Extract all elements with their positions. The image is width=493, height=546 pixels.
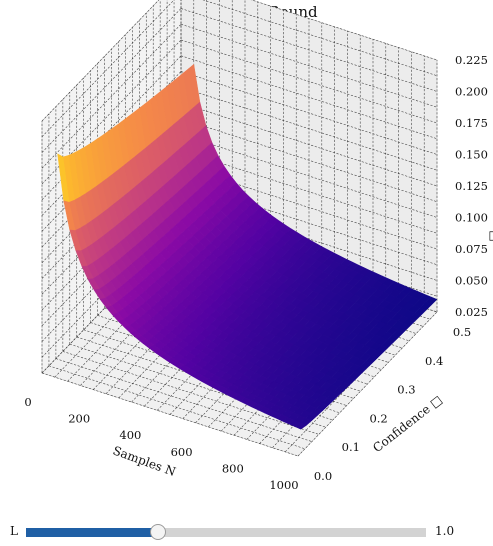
slider-value: 1.0 bbox=[435, 524, 455, 538]
y-tick-label: 0.0 bbox=[314, 469, 332, 483]
grid-back-z bbox=[180, 71, 438, 155]
y-tick-label: 0.5 bbox=[453, 325, 471, 339]
axis-ticks: 0 200 400 600 800 1000 0.0 0.1 0.2 0.3 0.4 0.5 0.025… bbox=[24, 53, 488, 492]
x-tick-label: 1000 bbox=[269, 478, 298, 492]
grid-back-z bbox=[180, 23, 438, 108]
y-tick-label: 0.2 bbox=[369, 411, 387, 425]
y-tick-label: 0.1 bbox=[342, 440, 360, 454]
grid-back-z bbox=[202, 0, 438, 77]
x-tick-label: 800 bbox=[222, 461, 244, 475]
grid-back-z bbox=[180, 165, 438, 250]
grid-back-z bbox=[180, 55, 438, 140]
x-axis-label: Samples N bbox=[111, 443, 178, 479]
grid-back-z bbox=[180, 102, 438, 187]
z-axis-label: □ bbox=[488, 230, 493, 241]
grid-floor-y bbox=[55, 358, 312, 442]
grid-floor-y bbox=[62, 351, 319, 435]
z-tick-label: 0.025 bbox=[455, 305, 488, 319]
surface-patch bbox=[294, 422, 307, 430]
grid-back-z bbox=[180, 8, 438, 92]
z-tick-label: 0.225 bbox=[455, 53, 488, 67]
slider-track[interactable] bbox=[26, 524, 426, 540]
grid-side-z bbox=[41, 8, 182, 153]
x-tick-label: 200 bbox=[68, 412, 90, 426]
z-tick-label: 0.200 bbox=[455, 85, 488, 99]
grid-back-z bbox=[180, 197, 438, 281]
slider-handle[interactable] bbox=[150, 524, 166, 540]
grid-back-z bbox=[180, 39, 438, 124]
z-tick-label: 0.175 bbox=[455, 116, 488, 130]
grid-back-z bbox=[180, 134, 438, 218]
z-tick-label: 0.150 bbox=[455, 148, 488, 162]
grid-back-z bbox=[180, 118, 438, 203]
x-tick-label: 400 bbox=[119, 428, 141, 442]
grid-side-z bbox=[41, 0, 160, 122]
grid-floor-x bbox=[297, 311, 438, 457]
grid-side-z bbox=[41, 39, 182, 185]
grid-side-z bbox=[41, 55, 182, 200]
z-tick-label: 0.050 bbox=[455, 274, 488, 288]
grid-side-z bbox=[41, 24, 182, 169]
z-tick-label: 0.075 bbox=[455, 242, 488, 256]
slider-fill bbox=[26, 528, 158, 537]
grid-side-z bbox=[41, 0, 175, 137]
grid-back-z bbox=[180, 86, 438, 171]
grid-back-z bbox=[180, 181, 438, 266]
grid-floor-y bbox=[41, 372, 299, 457]
y-tick-label: 0.3 bbox=[397, 383, 415, 397]
y-tick-label: 0.4 bbox=[425, 354, 443, 368]
grid-back-z bbox=[251, 0, 438, 61]
grid-floor-y bbox=[48, 365, 306, 450]
slider-label: L bbox=[10, 524, 18, 538]
surface-plot bbox=[57, 63, 438, 430]
x-tick-label: 600 bbox=[171, 445, 193, 459]
x-tick-label: 0 bbox=[24, 395, 31, 409]
z-tick-label: 0.100 bbox=[455, 211, 488, 225]
grid-back-z bbox=[180, 149, 438, 234]
z-tick-label: 0.125 bbox=[455, 179, 488, 193]
